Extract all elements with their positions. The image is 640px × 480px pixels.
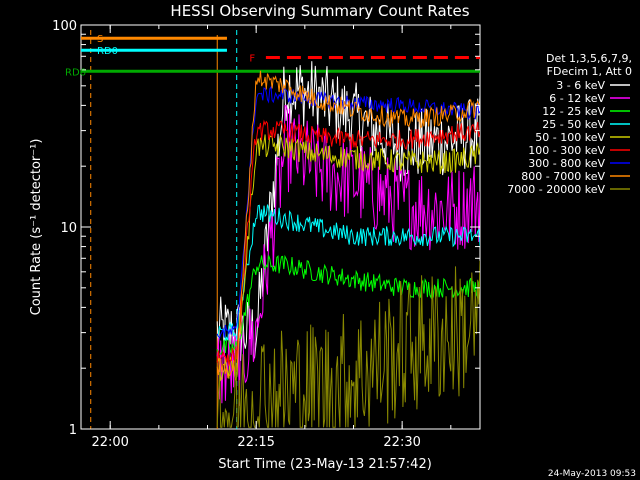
flag-markers	[81, 30, 480, 429]
series-line	[216, 119, 480, 366]
legend-label: 12 - 25 keV	[542, 105, 605, 118]
x-tick-label: 22:30	[383, 435, 420, 450]
y-tick-label: 10	[60, 221, 77, 236]
x-tick-label: 22:15	[237, 435, 274, 450]
legend-label: 800 - 7000 keV	[521, 170, 605, 183]
legend-label: 300 - 800 keV	[528, 157, 605, 170]
series-line	[216, 133, 480, 382]
legend-label: 6 - 12 keV	[549, 92, 605, 105]
y-tick-label: 100	[52, 19, 77, 34]
x-axis-label: Start Time (23-May-13 21:57:42)	[218, 457, 432, 472]
flag-label-s: S	[97, 34, 103, 45]
series-line	[216, 85, 480, 340]
footer-timestamp: 24-May-2013 09:53	[548, 469, 636, 479]
legend-header: Det 1,3,5,6,7,9,	[546, 52, 632, 65]
y-tick-label: 1	[69, 423, 77, 438]
legend-header: FDecim 1, Att 0	[547, 65, 632, 78]
legend-label: 50 - 100 keV	[535, 131, 605, 144]
legend-label: 3 - 6 keV	[556, 79, 605, 92]
legend-label: 25 - 50 keV	[542, 118, 605, 131]
legend: Det 1,3,5,6,7,9,FDecim 1, Att 03 - 6 keV…	[507, 52, 632, 196]
series-line	[216, 204, 480, 341]
chart-title: HESSI Observing Summary Count Rates	[170, 2, 469, 20]
legend-label: 100 - 300 keV	[528, 144, 605, 157]
x-tick-label: 22:00	[91, 435, 128, 450]
legend-label: 7000 - 20000 keV	[507, 183, 605, 196]
y-axis-label: Count Rate (s⁻¹ detector⁻¹)	[29, 139, 44, 316]
flag-label-f: F	[249, 54, 255, 65]
series-line	[216, 260, 480, 429]
series-line	[216, 70, 480, 379]
flag-label-rd6: RD6	[65, 67, 86, 78]
series-line	[216, 105, 480, 406]
series-line	[216, 254, 480, 355]
flag-label-rd0: RD0	[97, 46, 118, 57]
series-group	[216, 61, 480, 429]
